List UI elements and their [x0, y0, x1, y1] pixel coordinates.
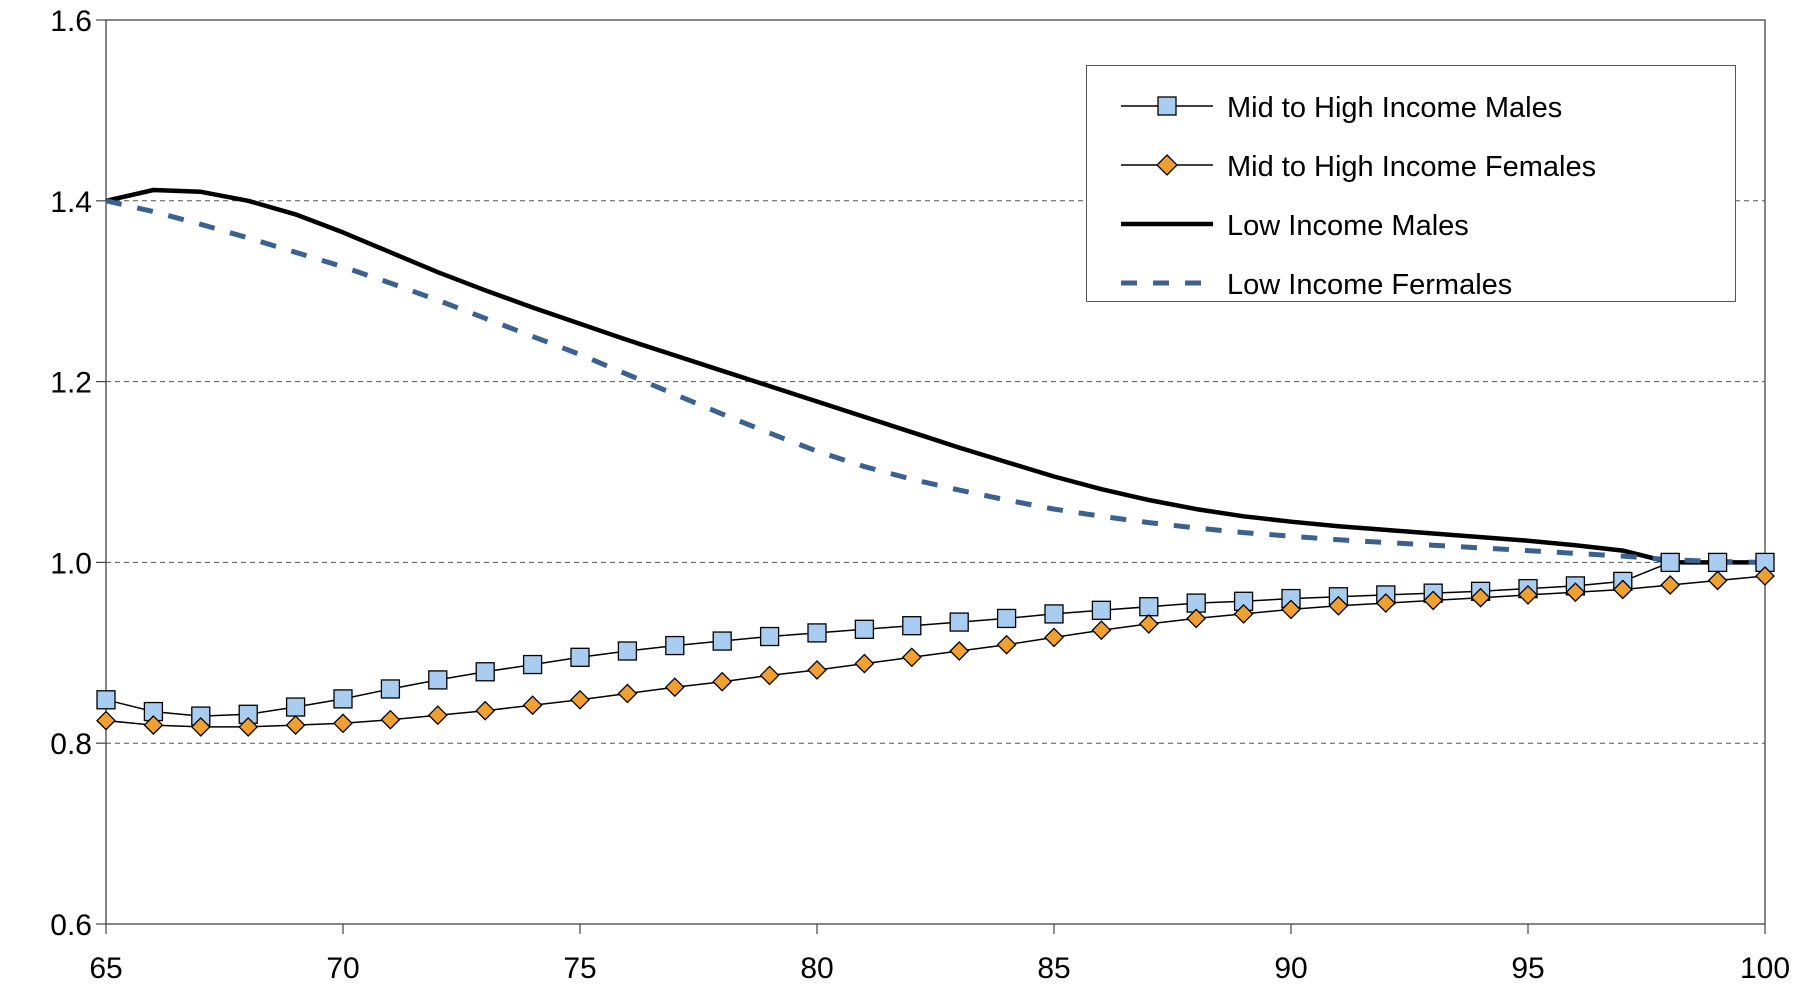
y-tick-label: 0.6 [50, 909, 92, 942]
data-point-diamond [1755, 566, 1775, 586]
legend: Mid to High Income Males Mid to High Inc… [1086, 65, 1736, 302]
data-point-diamond [1423, 590, 1444, 611]
y-tick-label: 0.8 [50, 728, 92, 761]
data-point-square [428, 670, 448, 690]
legend-label: Low Income Males [1227, 210, 1469, 242]
data-point-square [996, 608, 1017, 629]
data-point-diamond [1281, 599, 1301, 620]
axes [96, 19, 1766, 934]
data-point-square [1044, 604, 1064, 624]
legend-item-mid-high-females: Mid to High Income Females [1087, 145, 1735, 185]
series-line-2 [105, 187, 1765, 565]
data-point-diamond [759, 665, 780, 686]
data-point-diamond [570, 689, 590, 710]
data-point-diamond [1565, 582, 1586, 603]
legend-item-low-males: Low Income Males [1087, 204, 1735, 244]
y-tick-labels: 0.6 0.8 1.0 1.2 1.4 1.6 [50, 5, 92, 942]
legend-label: Mid to High Income Females [1227, 151, 1597, 183]
data-point-square [1660, 552, 1680, 573]
data-point-square [949, 612, 969, 632]
data-point-square [807, 623, 827, 643]
series-line-1 [105, 575, 1766, 728]
x-tick-label: 90 [1274, 952, 1307, 983]
x-tick-label: 65 [89, 952, 122, 983]
data-point-diamond [1138, 613, 1159, 634]
data-point-square [617, 641, 638, 661]
data-point-diamond [427, 705, 448, 726]
y-tick-label: 1.0 [50, 547, 92, 580]
data-point-diamond [949, 641, 970, 661]
data-point-diamond [1470, 587, 1491, 608]
data-point-diamond [664, 677, 685, 698]
data-point-diamond [1091, 620, 1112, 641]
data-point-diamond [1186, 608, 1207, 629]
data-point-diamond [996, 634, 1017, 655]
data-point-diamond [143, 715, 164, 736]
legend-label: Mid to High Income Males [1227, 92, 1563, 124]
data-point-diamond [901, 647, 922, 668]
data-point-square [285, 697, 306, 717]
data-point-diamond [1328, 595, 1349, 616]
plot-area-border [105, 19, 1766, 925]
x-tick-label: 75 [563, 952, 596, 983]
data-point-diamond [285, 715, 306, 736]
data-point-diamond [333, 713, 353, 734]
gridlines [106, 200, 1765, 744]
x-tick-label: 85 [1037, 952, 1070, 983]
y-tick-label: 1.4 [50, 186, 92, 219]
data-point-diamond [475, 700, 496, 721]
y-tick-label: 1.2 [50, 367, 92, 400]
data-point-diamond [1518, 584, 1538, 605]
x-tick-label: 100 [1740, 952, 1790, 983]
data-point-diamond [1612, 579, 1633, 600]
x-tick-label: 80 [800, 952, 833, 983]
legend-swatch-diamond-marker [1121, 154, 1213, 176]
legend-label: Low Income Fermales [1227, 269, 1513, 301]
data-point-square [1091, 600, 1112, 620]
data-point-diamond [1375, 593, 1396, 614]
x-tick-label: 70 [326, 952, 359, 983]
legend-swatch-solid-line [1121, 221, 1213, 227]
y-tick-label: 1.6 [50, 5, 92, 38]
data-point-square [665, 635, 685, 656]
data-point-diamond [1233, 603, 1254, 624]
data-point-diamond [238, 716, 259, 737]
data-point-diamond [380, 709, 401, 730]
data-point-diamond [617, 683, 638, 704]
data-point-diamond [854, 653, 875, 674]
legend-swatch-square-marker [1121, 96, 1213, 116]
series-markers [96, 552, 1775, 737]
data-point-square [1707, 552, 1728, 573]
legend-swatch-dashed-line [1121, 280, 1213, 286]
data-point-square [902, 616, 922, 636]
data-point-square [475, 662, 495, 682]
data-point-square [96, 690, 116, 710]
data-point-diamond [522, 695, 543, 716]
data-point-square [854, 619, 875, 639]
series-line-3 [105, 198, 1766, 565]
x-tick-label: 95 [1511, 952, 1544, 983]
legend-item-mid-high-males: Mid to High Income Males [1087, 86, 1735, 126]
data-point-square [380, 679, 401, 699]
data-point-square [570, 647, 590, 667]
data-point-diamond [712, 671, 733, 692]
data-point-square [712, 631, 732, 651]
series-line-0 [105, 561, 1765, 717]
x-tick-labels: 65 70 75 80 85 90 95 100 [89, 952, 1790, 985]
data-point-diamond [1707, 570, 1728, 591]
data-point-diamond [1660, 575, 1681, 595]
data-point-square [1139, 597, 1159, 617]
data-point-diamond [1044, 627, 1064, 648]
data-point-square [522, 654, 543, 675]
data-point-diamond [96, 710, 116, 731]
legend-item-low-females: Low Income Fermales [1087, 263, 1735, 303]
data-point-diamond [807, 660, 827, 680]
data-point-diamond [190, 716, 211, 737]
data-point-square [333, 689, 353, 709]
data-point-square [759, 626, 780, 647]
